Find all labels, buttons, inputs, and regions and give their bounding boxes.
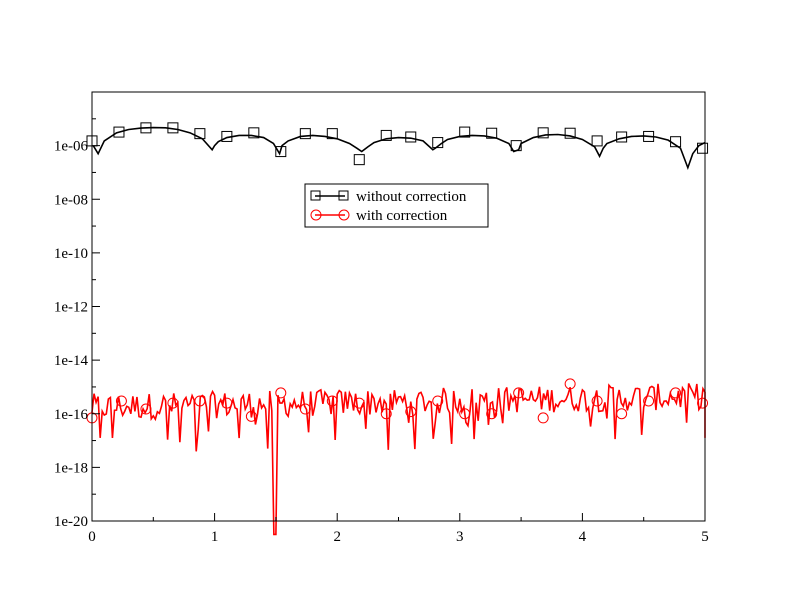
square-marker	[194, 128, 206, 140]
square-marker	[591, 135, 603, 147]
square-marker	[140, 122, 152, 134]
legend-marker-square	[338, 190, 349, 201]
legend-label-without-correction: without correction	[356, 189, 467, 205]
x-tick-label: 2	[333, 529, 341, 545]
legend-box	[304, 183, 489, 228]
square-marker	[510, 140, 522, 152]
legend: without correction with correction	[304, 183, 489, 228]
circle-marker	[221, 397, 233, 409]
circle-marker	[353, 397, 365, 409]
circle-marker	[459, 408, 471, 420]
series-line-without-correction	[92, 126, 706, 171]
circle-marker	[670, 387, 682, 399]
x-tick-label: 0	[88, 529, 96, 545]
square-marker	[248, 127, 260, 139]
circle-marker	[275, 387, 287, 399]
legend-label-with-correction: with correction	[356, 208, 448, 224]
circle-marker	[432, 395, 444, 407]
square-marker	[616, 131, 628, 143]
square-marker	[564, 127, 576, 139]
series-layer	[86, 122, 709, 536]
series-line-with-correction	[91, 383, 706, 536]
y-tick-label: 1e-08	[54, 192, 88, 208]
square-marker	[221, 130, 233, 142]
x-tick-label: 4	[579, 529, 587, 545]
circle-marker	[616, 408, 628, 420]
legend-marker-circle	[338, 209, 350, 221]
circle-marker	[591, 395, 603, 407]
square-marker	[113, 126, 125, 138]
circle-marker	[513, 387, 525, 399]
circle-marker	[697, 397, 709, 409]
square-marker	[326, 128, 338, 140]
y-tick-label: 1e-12	[54, 300, 88, 316]
circle-marker	[194, 395, 206, 407]
circle-marker	[405, 406, 417, 418]
square-marker	[405, 131, 417, 143]
square-marker	[353, 154, 365, 166]
circle-marker	[167, 397, 179, 409]
circle-marker	[537, 412, 549, 424]
legend-marker-square	[310, 190, 321, 201]
circle-marker	[486, 408, 498, 420]
square-marker	[167, 122, 179, 134]
square-marker	[459, 126, 471, 138]
circle-marker	[326, 395, 338, 407]
x-tick-label: 5	[701, 529, 709, 545]
x-tick-label: 3	[456, 529, 464, 545]
y-tick-label: 1e-14	[54, 353, 89, 369]
square-marker	[537, 127, 549, 139]
circle-marker	[245, 410, 257, 422]
square-marker	[697, 142, 709, 154]
y-tick-label: 1e-16	[54, 407, 89, 423]
circle-marker	[380, 408, 392, 420]
y-tick-label: 1e-20	[54, 514, 88, 530]
square-marker	[380, 129, 392, 141]
square-marker	[275, 146, 287, 158]
square-marker	[486, 127, 498, 139]
plot-frame	[91, 91, 706, 522]
square-marker	[432, 137, 444, 149]
circle-marker	[115, 395, 127, 407]
axes-layer: 0 1 2 3 4 5 1e-20 1e-18 1e-16 1e-14 1e-12 1e-10 1e-0…	[54, 118, 709, 545]
y-tick-label: 1e-18	[54, 460, 88, 476]
x-tick-label: 1	[211, 529, 219, 545]
y-tick-label: 1e-06	[54, 139, 89, 155]
square-marker	[299, 128, 311, 140]
square-marker	[643, 130, 655, 142]
circle-marker	[643, 395, 655, 407]
circle-marker	[564, 378, 576, 390]
circle-marker	[299, 403, 311, 415]
legend-marker-circle	[310, 209, 322, 221]
circle-marker	[140, 403, 152, 415]
y-tick-label: 1e-10	[54, 246, 88, 262]
square-marker	[670, 136, 682, 148]
